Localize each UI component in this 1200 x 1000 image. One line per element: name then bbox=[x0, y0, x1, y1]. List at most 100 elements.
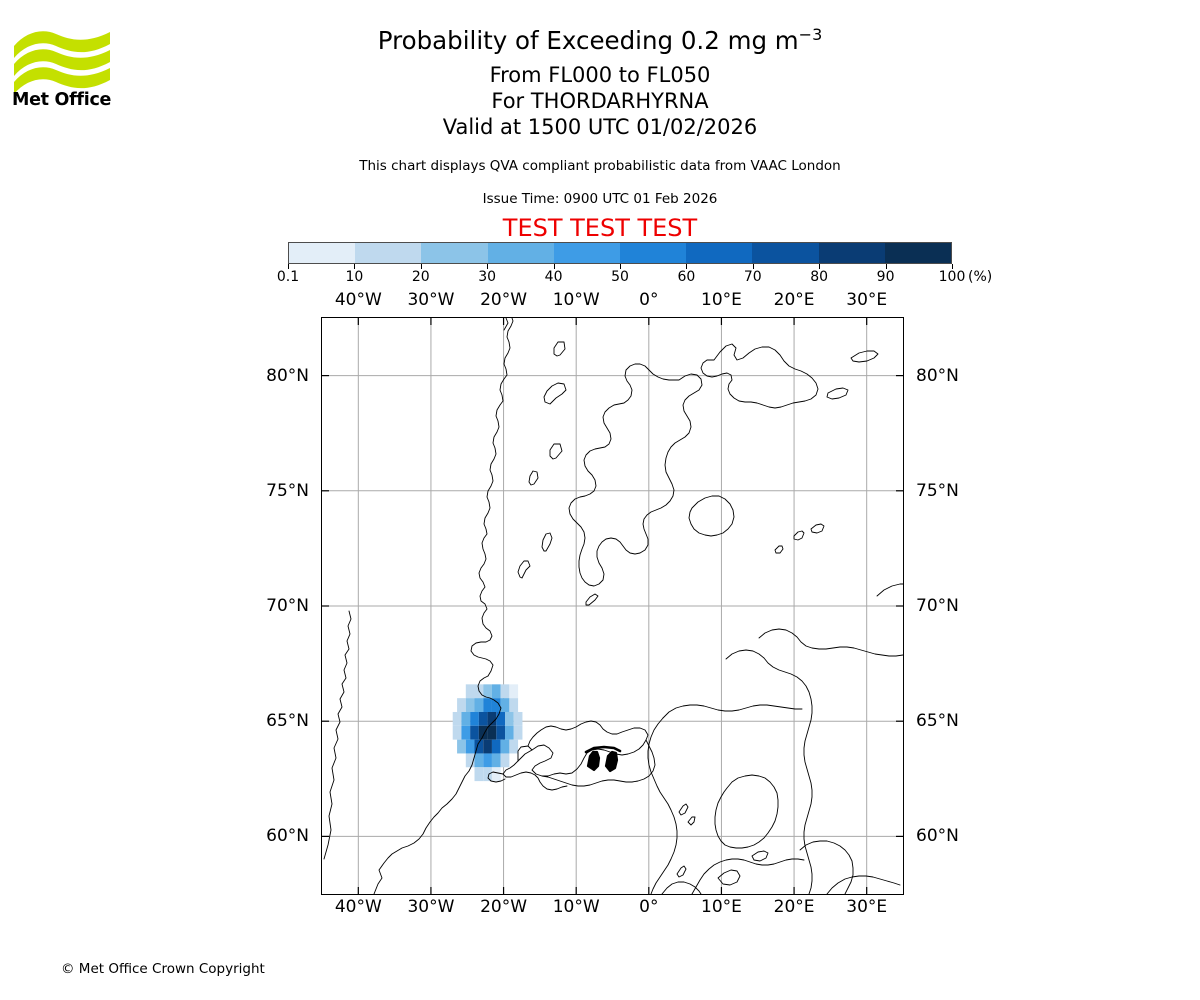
met-office-logo bbox=[12, 24, 112, 114]
svalbard-spitsbergen-east bbox=[700, 343, 819, 409]
plume-cell-8 bbox=[474, 698, 484, 712]
coastlines bbox=[323, 318, 903, 894]
lon-label-top-2: 20°W bbox=[480, 290, 528, 310]
plume-cell-22 bbox=[461, 725, 471, 740]
iceland-glacier-mark-2 bbox=[604, 750, 619, 773]
map-gridlines bbox=[322, 318, 903, 894]
colorbar-band-0 bbox=[289, 243, 356, 263]
estonia-latvia-coast bbox=[799, 840, 854, 894]
plume-cell-12 bbox=[509, 698, 519, 712]
ash-probability-plume bbox=[452, 684, 523, 782]
colorbar-tick-label-10: 100 bbox=[938, 269, 966, 285]
plume-cell-7 bbox=[465, 698, 475, 712]
plume-cell-11 bbox=[500, 698, 510, 712]
colorbar-ticks bbox=[288, 264, 953, 272]
lat-label-left-1: 75°N bbox=[266, 480, 309, 501]
plume-cell-40 bbox=[500, 753, 510, 768]
finland-gulf-of-bothnia bbox=[714, 774, 779, 849]
colorbar-band-8 bbox=[818, 243, 885, 263]
colorbar-band-6 bbox=[686, 243, 753, 263]
iceland-south-coast bbox=[541, 739, 656, 787]
iceland-glacier-mark-1 bbox=[586, 750, 601, 772]
lat-label-right-0: 80°N bbox=[916, 365, 959, 386]
colorbar-band-5 bbox=[620, 243, 687, 263]
lat-label-right-4: 60°N bbox=[916, 826, 959, 847]
lat-label-left-0: 80°N bbox=[266, 365, 309, 386]
colorbar-tick-8 bbox=[819, 264, 821, 269]
plume-cell-29 bbox=[457, 739, 466, 754]
lon-label-bottom-0: 40°W bbox=[334, 897, 382, 917]
barents-island-small bbox=[793, 530, 805, 541]
colorbar-tick-3 bbox=[487, 264, 489, 269]
iceland-glacier-mark-3 bbox=[584, 745, 622, 754]
map-panel bbox=[321, 317, 904, 895]
colorbar-band-4 bbox=[553, 243, 621, 263]
colorbar-unit-label: (%) bbox=[968, 269, 993, 285]
novaya-zemlya-edge bbox=[876, 583, 903, 597]
plume-cell-20 bbox=[513, 711, 523, 726]
copyright-notice: © Met Office Crown Copyright bbox=[61, 961, 265, 977]
colorbar-tick-label-8: 80 bbox=[810, 269, 829, 285]
plume-cell-32 bbox=[483, 739, 492, 754]
plume-cell-26 bbox=[496, 725, 506, 740]
colorbar-tick-label-1: 10 bbox=[345, 269, 364, 285]
colorbar-tick-7 bbox=[752, 264, 754, 269]
greenland-island-5 bbox=[543, 382, 567, 405]
plume-cell-17 bbox=[487, 711, 497, 726]
colorbar-gradient bbox=[288, 242, 952, 264]
lat-label-right-3: 65°N bbox=[916, 711, 959, 732]
plume-cell-2 bbox=[483, 684, 492, 699]
plume-cell-19 bbox=[505, 711, 514, 726]
shetland-islands bbox=[676, 865, 687, 878]
plume-cell-23 bbox=[470, 725, 479, 740]
probability-colorbar bbox=[288, 242, 952, 264]
lon-label-top-1: 30°W bbox=[407, 290, 455, 310]
greenland-island-3 bbox=[528, 470, 539, 486]
greenland-north-tip bbox=[503, 318, 509, 331]
plume-cell-5 bbox=[509, 684, 519, 699]
lon-label-top-6: 20°E bbox=[773, 290, 815, 310]
svalbard-kvitoya bbox=[826, 387, 849, 400]
lon-label-top-4: 0° bbox=[639, 290, 659, 310]
colorbar-band-9 bbox=[884, 243, 952, 263]
plume-cell-9 bbox=[483, 698, 492, 712]
greenland-island-1 bbox=[517, 560, 531, 579]
lon-label-bottom-1: 30°W bbox=[407, 897, 455, 917]
svalbard-hopen bbox=[810, 523, 825, 534]
plume-cell-34 bbox=[500, 739, 510, 754]
colorbar-tick-label-9: 90 bbox=[876, 269, 895, 285]
plume-cell-37 bbox=[474, 753, 484, 768]
compliance-note: This chart displays QVA compliant probab… bbox=[359, 158, 841, 174]
map-canvas bbox=[322, 318, 903, 894]
colorbar-tick-1 bbox=[354, 264, 356, 269]
plume-cell-35 bbox=[509, 739, 519, 754]
map-tick-marks bbox=[322, 318, 903, 894]
svalbard-nordaustlandet-east bbox=[850, 350, 879, 363]
lon-label-bottom-5: 10°E bbox=[701, 897, 742, 917]
plume-cell-30 bbox=[465, 739, 475, 754]
scotland-north-coast bbox=[661, 881, 702, 894]
svalbard-edgeoya bbox=[688, 495, 735, 537]
plume-cell-18 bbox=[496, 711, 506, 726]
bear-island bbox=[774, 545, 784, 554]
valid-time-line: Valid at 1500 UTC 01/02/2026 bbox=[442, 115, 758, 139]
plume-cell-41 bbox=[474, 767, 484, 782]
greenland-island-4 bbox=[549, 443, 563, 460]
lon-label-bottom-7: 30°E bbox=[846, 897, 888, 917]
plume-cell-3 bbox=[491, 684, 501, 699]
colorbar-tick-label-6: 60 bbox=[677, 269, 696, 285]
plume-cell-27 bbox=[505, 725, 514, 740]
colorbar-tick-9 bbox=[885, 264, 887, 269]
colorbar-band-7 bbox=[752, 243, 819, 263]
colorbar-band-1 bbox=[355, 243, 422, 263]
lon-label-bottom-6: 20°E bbox=[773, 897, 815, 917]
lon-label-top-7: 30°E bbox=[846, 290, 888, 310]
page-title-text: Probability of Exceeding 0.2 mg m bbox=[377, 26, 799, 55]
plume-cell-10 bbox=[491, 698, 501, 712]
greenland-island-2 bbox=[541, 532, 553, 552]
plume-cell-36 bbox=[465, 753, 475, 768]
jan-mayen-island bbox=[585, 593, 599, 606]
greenland-island-6 bbox=[553, 341, 566, 357]
issue-time: Issue Time: 0900 UTC 01 Feb 2026 bbox=[482, 191, 718, 207]
